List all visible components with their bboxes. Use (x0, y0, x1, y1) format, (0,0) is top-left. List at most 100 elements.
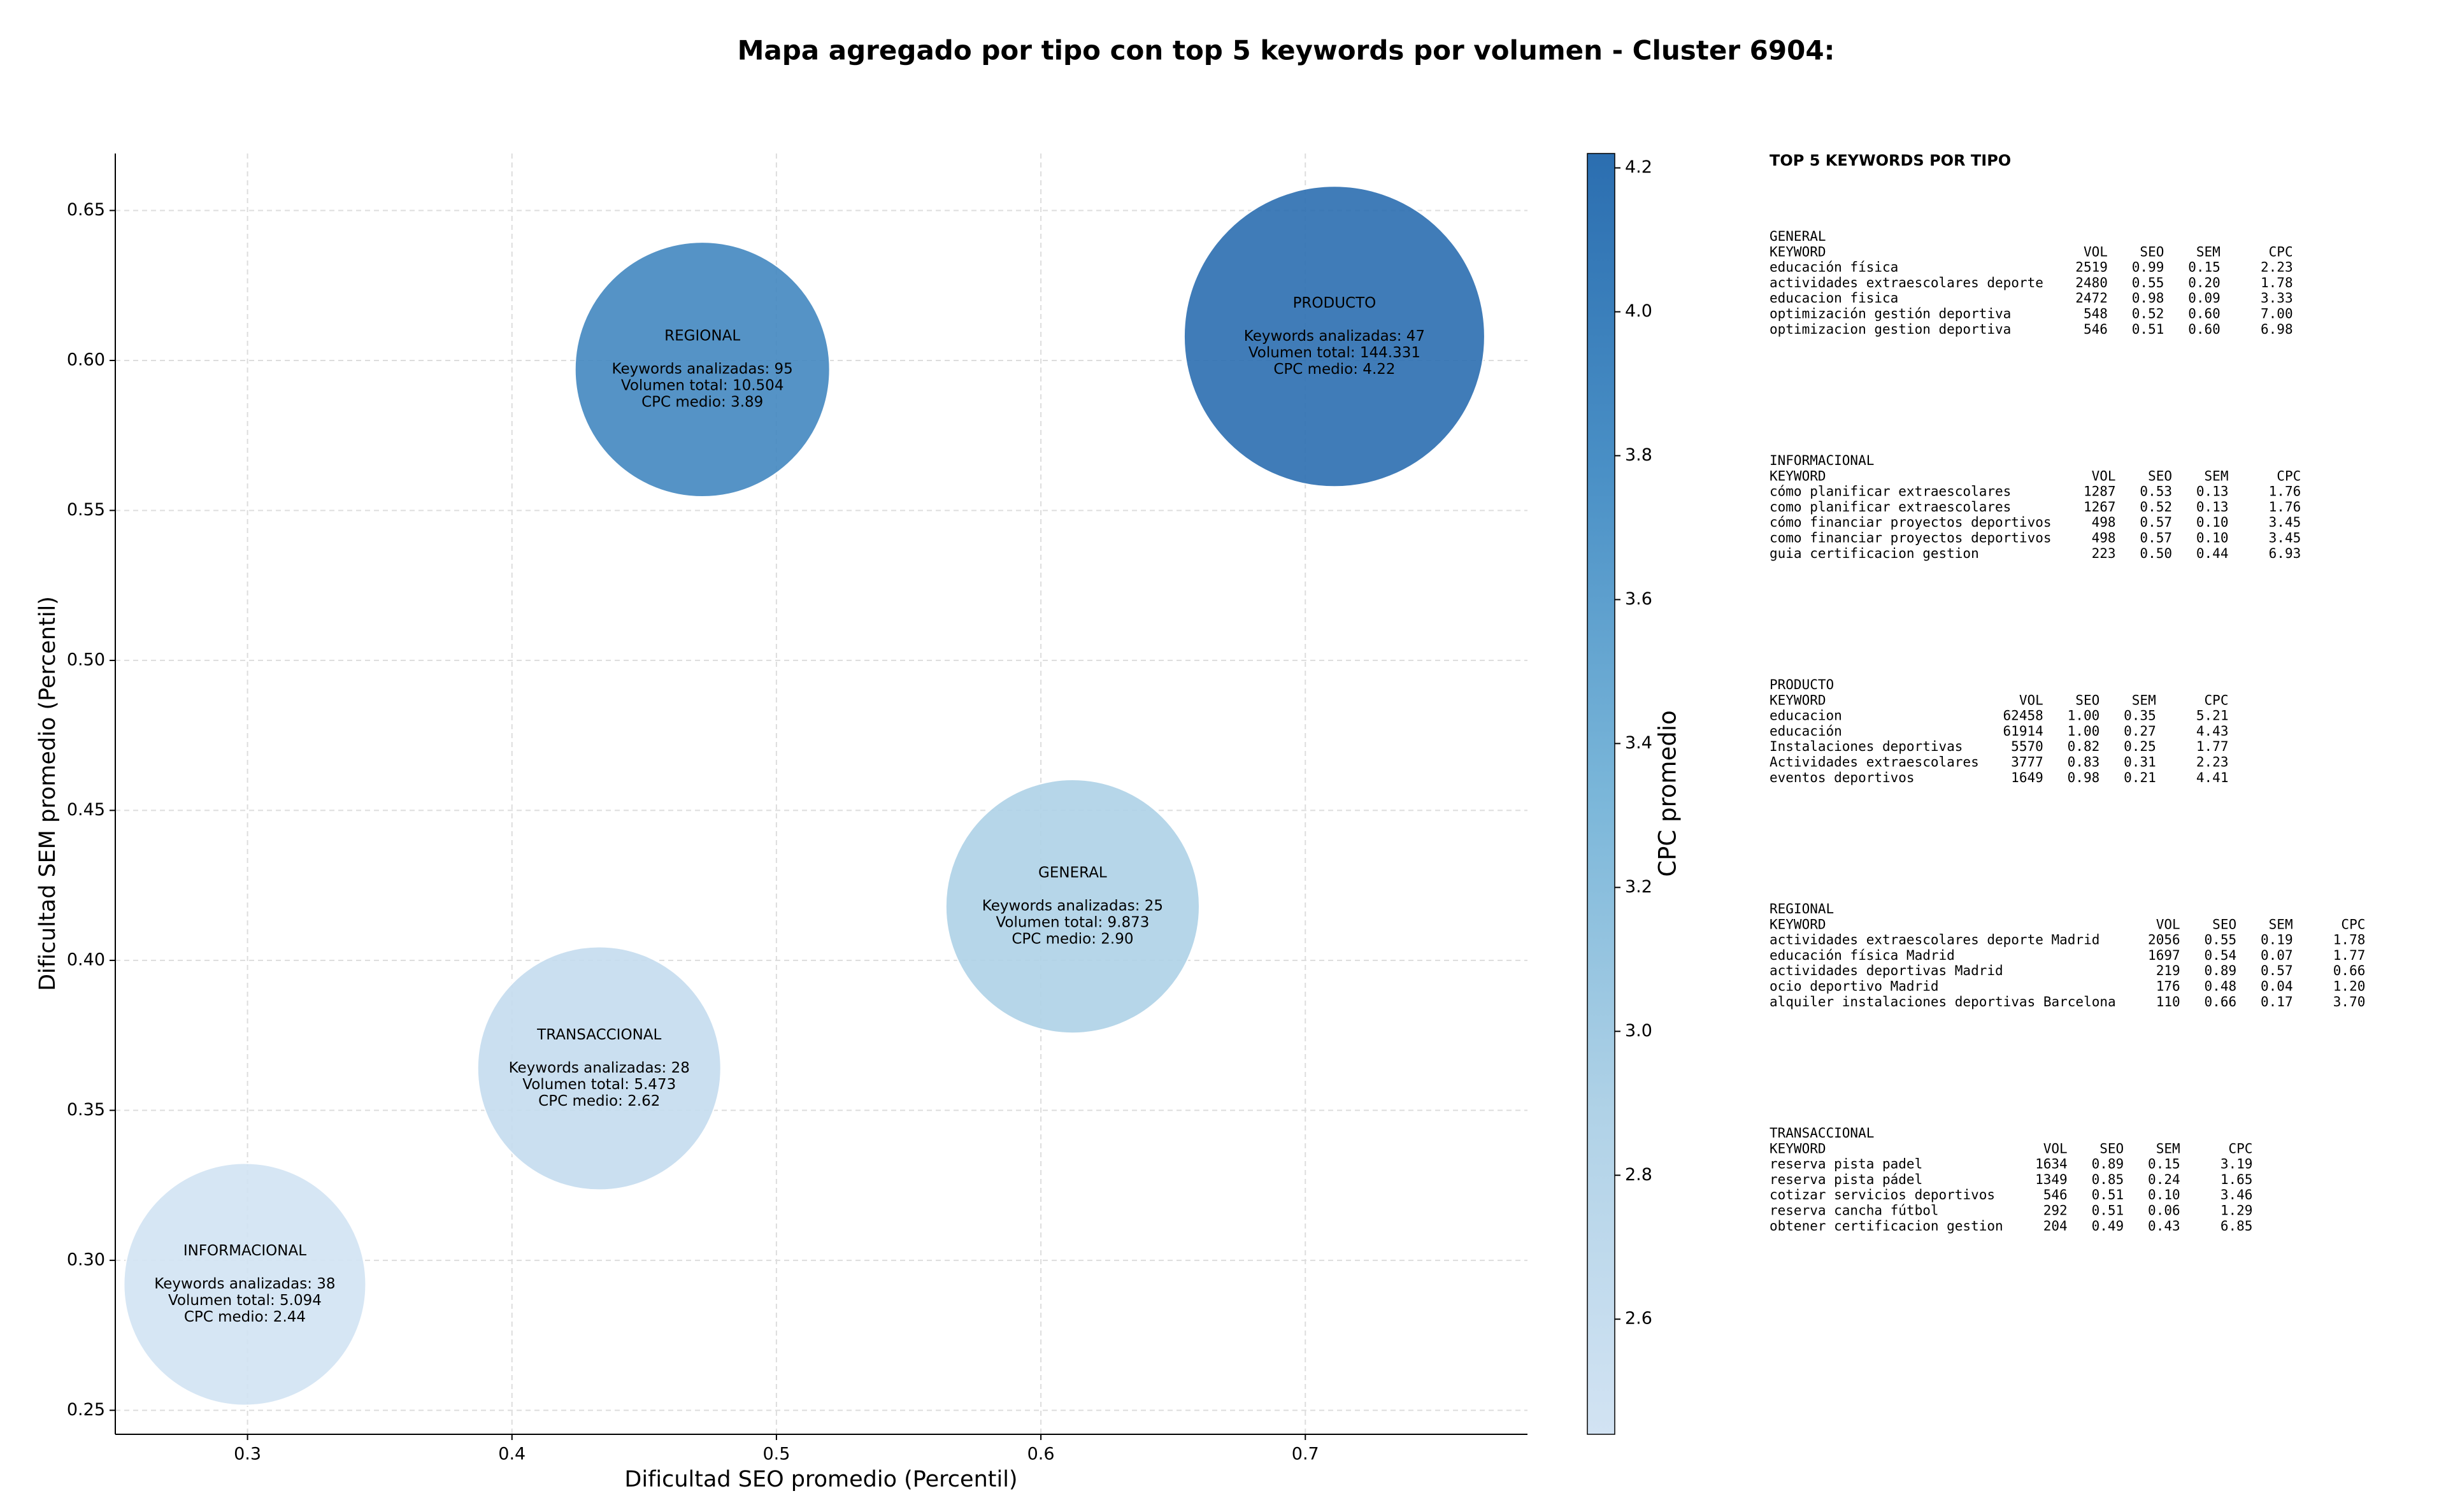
keyword-cell: actividades extraescolares deporte Madri… (1770, 932, 2099, 948)
value-cell: 3.33 (2261, 290, 2293, 306)
colorbar-tick-label: 2.6 (1625, 1309, 1652, 1329)
bubble-label: Volumen total: 144.331 (1248, 345, 1420, 361)
y-tick-label: 0.45 (67, 800, 105, 820)
keyword-cell: reserva cancha fútbol (1770, 1203, 1939, 1218)
bubble-label: Keywords analizadas: 95 (612, 361, 793, 378)
value-cell: 6.93 (2269, 546, 2301, 561)
column-header: SEM (2196, 244, 2221, 259)
value-cell: 0.43 (2148, 1218, 2180, 1234)
value-cell: 0.10 (2196, 531, 2229, 546)
bubble-name: GENERAL (1038, 865, 1107, 881)
value-cell: 0.06 (2148, 1203, 2180, 1218)
keyword-cell: cotizar servicios deportivos (1770, 1187, 1995, 1202)
column-header: VOL (2043, 1141, 2068, 1156)
x-tick-label: 0.4 (498, 1444, 526, 1464)
x-tick-label: 0.5 (762, 1444, 790, 1464)
value-cell: 0.51 (2132, 322, 2164, 337)
y-tick-label: 0.35 (67, 1100, 105, 1120)
value-cell: 292 (2043, 1203, 2068, 1218)
value-cell: 223 (2092, 546, 2116, 561)
value-cell: 1634 (2035, 1157, 2068, 1172)
value-cell: 0.66 (2333, 963, 2366, 978)
value-cell: 0.10 (2196, 515, 2229, 530)
group-name: INFORMACIONAL (1770, 453, 1874, 468)
value-cell: 0.98 (2068, 770, 2100, 785)
bubble-label: CPC medio: 4.22 (1273, 361, 1395, 378)
bubble-label: Volumen total: 5.094 (168, 1292, 322, 1309)
value-cell: 2472 (2075, 290, 2108, 306)
value-cell: 0.15 (2148, 1157, 2180, 1172)
bubble (574, 241, 831, 498)
value-cell: 61914 (2003, 724, 2043, 739)
value-cell: 1.76 (2269, 484, 2301, 499)
group-name: TRANSACCIONAL (1770, 1125, 1874, 1141)
value-cell: 4.43 (2196, 724, 2229, 739)
value-cell: 219 (2156, 963, 2180, 978)
value-cell: 0.35 (2124, 708, 2156, 724)
column-header: SEM (2156, 1141, 2180, 1156)
value-cell: 1649 (2011, 770, 2043, 785)
keyword-cell: cómo planificar extraescolares (1770, 484, 2011, 499)
bubble-label: Keywords analizadas: 25 (982, 898, 1163, 915)
keyword-cell: Instalaciones deportivas (1770, 739, 1963, 754)
value-cell: 176 (2156, 979, 2180, 994)
value-cell: 0.48 (2205, 979, 2237, 994)
value-cell: 1267 (2084, 499, 2116, 515)
column-header: SEM (2269, 916, 2293, 932)
value-cell: 0.98 (2132, 290, 2164, 306)
panel-title: TOP 5 KEYWORDS POR TIPO (1770, 152, 2011, 169)
colorbar-tick-label: 3.4 (1625, 733, 1652, 753)
value-cell: 2.23 (2261, 260, 2293, 275)
value-cell: 3.70 (2333, 994, 2366, 1009)
column-header: CPC (2269, 244, 2293, 259)
value-cell: 0.55 (2205, 932, 2237, 948)
bubble-name: PRODUCTO (1293, 295, 1377, 311)
value-cell: 0.31 (2124, 755, 2156, 770)
colorbar-tick-label: 3.0 (1625, 1021, 1652, 1041)
value-cell: 0.60 (2188, 322, 2221, 337)
bubble (1183, 185, 1485, 488)
value-cell: 1349 (2035, 1172, 2068, 1187)
value-cell: 1.77 (2196, 739, 2229, 754)
value-cell: 498 (2092, 531, 2116, 546)
value-cell: 1.20 (2333, 979, 2366, 994)
y-tick-label: 0.55 (67, 500, 105, 520)
value-cell: 1.78 (2333, 932, 2366, 948)
value-cell: 5.21 (2196, 708, 2229, 724)
column-header: CPC (2205, 692, 2229, 708)
value-cell: 548 (2084, 306, 2108, 322)
colorbar-tick-label: 3.6 (1625, 589, 1652, 609)
value-cell: 0.44 (2196, 546, 2229, 561)
value-cell: 3.45 (2269, 531, 2301, 546)
value-cell: 2519 (2075, 260, 2108, 275)
column-header: SEO (2212, 916, 2236, 932)
value-cell: 0.51 (2092, 1203, 2124, 1218)
y-tick-label: 0.60 (67, 350, 105, 369)
value-cell: 0.20 (2188, 275, 2221, 290)
bubble-name: TRANSACCIONAL (536, 1027, 661, 1043)
bubble-label: Volumen total: 9.873 (996, 915, 1149, 931)
value-cell: 546 (2043, 1187, 2068, 1202)
keyword-cell: reserva pista padel (1770, 1157, 1922, 1172)
column-header: KEYWORD (1770, 244, 1826, 259)
group-name: GENERAL (1770, 229, 1826, 244)
value-cell: 7.00 (2261, 306, 2293, 322)
value-cell: 1.00 (2068, 724, 2100, 739)
colorbar-tick-label: 2.8 (1625, 1165, 1652, 1185)
y-tick-label: 0.30 (67, 1250, 105, 1269)
column-header: CPC (2341, 916, 2365, 932)
y-axis-label: Dificultad SEM promedio (Percentil) (35, 596, 61, 991)
column-header: CPC (2228, 1141, 2252, 1156)
bubble-label: CPC medio: 3.89 (641, 394, 763, 411)
bubble-name: INFORMACIONAL (183, 1243, 306, 1259)
keyword-cell: educación (1770, 724, 1842, 739)
column-header: SEO (2099, 1141, 2124, 1156)
column-header: SEO (2075, 692, 2099, 708)
value-cell: 0.57 (2140, 515, 2172, 530)
value-cell: 0.19 (2261, 932, 2293, 948)
value-cell: 0.66 (2205, 994, 2237, 1009)
keyword-cell: como planificar extraescolares (1770, 499, 2011, 515)
value-cell: 204 (2043, 1218, 2068, 1234)
column-header: VOL (2019, 692, 2043, 708)
